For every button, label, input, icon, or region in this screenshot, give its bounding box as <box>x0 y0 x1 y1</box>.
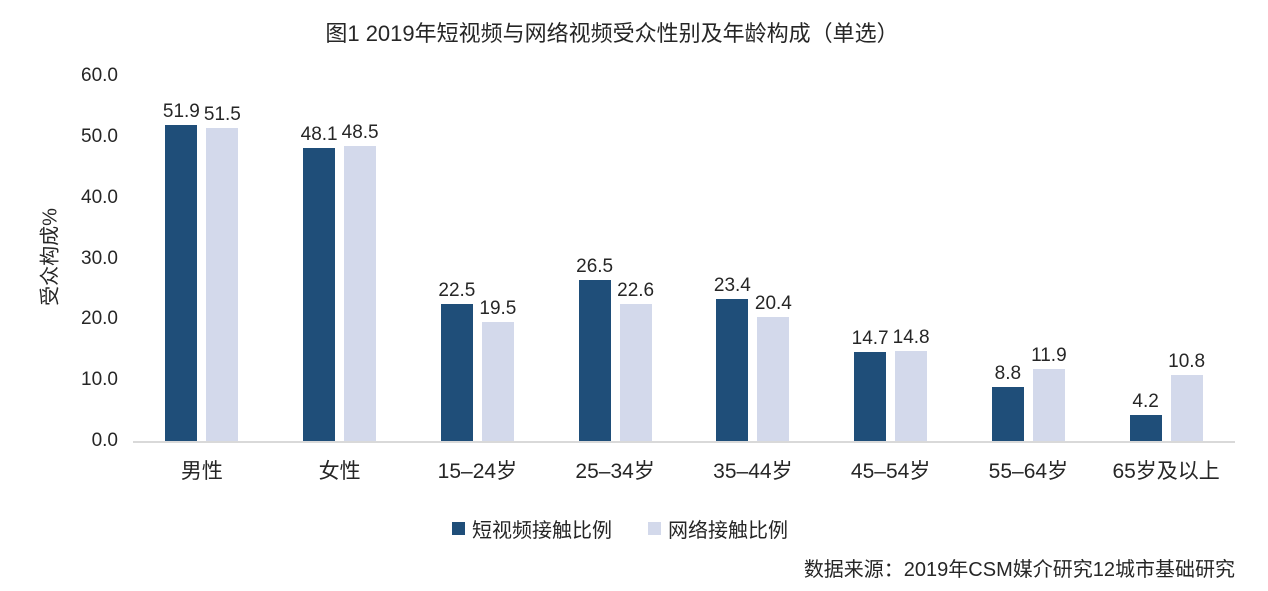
category-group: 8.8 11.9 55–64岁 <box>960 76 1098 483</box>
y-axis-ticks: 60.0 50.0 40.0 30.0 20.0 10.0 0.0 <box>40 65 118 451</box>
bar-series-1 <box>303 148 336 441</box>
bar-series-1 <box>440 304 473 441</box>
bar-value-label: 14.8 <box>892 326 930 348</box>
legend-label: 短视频接触比例 <box>472 520 612 542</box>
bar-value-label: 19.5 <box>479 298 517 320</box>
bar-series-1 <box>854 351 887 441</box>
legend-label: 网络接触比例 <box>668 520 788 542</box>
bar-series-1 <box>578 279 611 441</box>
x-axis-label: 45–54岁 <box>850 460 931 483</box>
source-note: 数据来源：2019年CSM媒介研究12城市基础研究 <box>803 559 1235 581</box>
bar-value-label: 11.9 <box>1031 344 1067 366</box>
bar-series-2 <box>757 316 790 441</box>
bar-value-label: 48.5 <box>341 121 379 143</box>
bar-value-label: 48.1 <box>300 124 338 146</box>
y-axis-tick: 40.0 <box>81 186 118 208</box>
bar-series-1 <box>1129 415 1162 441</box>
bar-value-label: 51.5 <box>203 103 241 125</box>
bar-series-2 <box>481 322 514 441</box>
bar-value-label: 10.8 <box>1168 351 1206 373</box>
category-group: 4.2 10.8 65岁及以上 <box>1097 76 1235 483</box>
bar-value-label: 23.4 <box>713 274 751 296</box>
x-axis-label: 25–34岁 <box>575 460 655 483</box>
y-axis-tick: 20.0 <box>81 308 118 330</box>
category-group: 48.1 48.5 女性 <box>271 76 409 483</box>
bar-value-label: 8.8 <box>994 363 1022 385</box>
y-axis-tick: 30.0 <box>81 247 118 269</box>
x-axis-label: 35–44岁 <box>713 460 793 483</box>
category-group: 23.4 20.4 35–44岁 <box>684 76 822 483</box>
bar-series-1 <box>165 125 198 441</box>
x-axis-label: 15–24岁 <box>437 460 518 483</box>
y-axis-tick: 60.0 <box>81 65 118 86</box>
x-axis-label: 女性 <box>318 460 361 483</box>
category-group: 26.5 22.6 25–34岁 <box>546 76 684 483</box>
legend-swatch-icon <box>648 522 661 535</box>
legend-swatch-icon <box>452 522 465 535</box>
plot-area: 51.9 51.5 男性 48.1 48.5 女性 22.5 19.5 15–24岁 26.5 22… <box>133 76 1235 483</box>
bar-value-label: 22.5 <box>438 280 476 302</box>
bar-value-label: 14.7 <box>851 327 889 349</box>
x-axis-label: 男性 <box>180 460 223 483</box>
legend: 短视频接触比例 网络接触比例 <box>0 514 1240 543</box>
x-axis-label: 65岁及以上 <box>1112 460 1220 483</box>
legend-item-series-1: 短视频接触比例 <box>452 514 612 543</box>
category-group: 14.7 14.8 45–54岁 <box>822 76 960 483</box>
bar-value-label: 22.6 <box>617 279 655 301</box>
bar-value-label: 26.5 <box>576 255 614 277</box>
y-axis-tick: 50.0 <box>81 125 118 147</box>
bar-series-1 <box>716 298 749 441</box>
bar-series-1 <box>991 387 1024 441</box>
y-axis-tick: 10.0 <box>81 369 118 391</box>
legend-item-series-2: 网络接触比例 <box>648 514 788 543</box>
bar-value-label: 4.2 <box>1132 391 1159 413</box>
bar-series-2 <box>895 350 928 441</box>
x-axis-label: 55–64岁 <box>988 460 1069 483</box>
bar-series-2 <box>619 303 652 441</box>
category-group: 51.9 51.5 男性 <box>133 76 271 483</box>
category-group: 22.5 19.5 15–24岁 <box>409 76 547 483</box>
bar-series-2 <box>1170 375 1203 441</box>
bar-value-label: 51.9 <box>162 101 200 123</box>
y-axis-tick: 0.0 <box>91 430 118 451</box>
chart-title: 图1 2019年短视频与网络视频受众性别及年龄构成（单选） <box>325 21 899 46</box>
bar-value-label: 20.4 <box>754 292 792 314</box>
bar-series-2 <box>1032 368 1065 441</box>
bar-series-2 <box>206 127 239 441</box>
bar-series-2 <box>344 145 377 441</box>
